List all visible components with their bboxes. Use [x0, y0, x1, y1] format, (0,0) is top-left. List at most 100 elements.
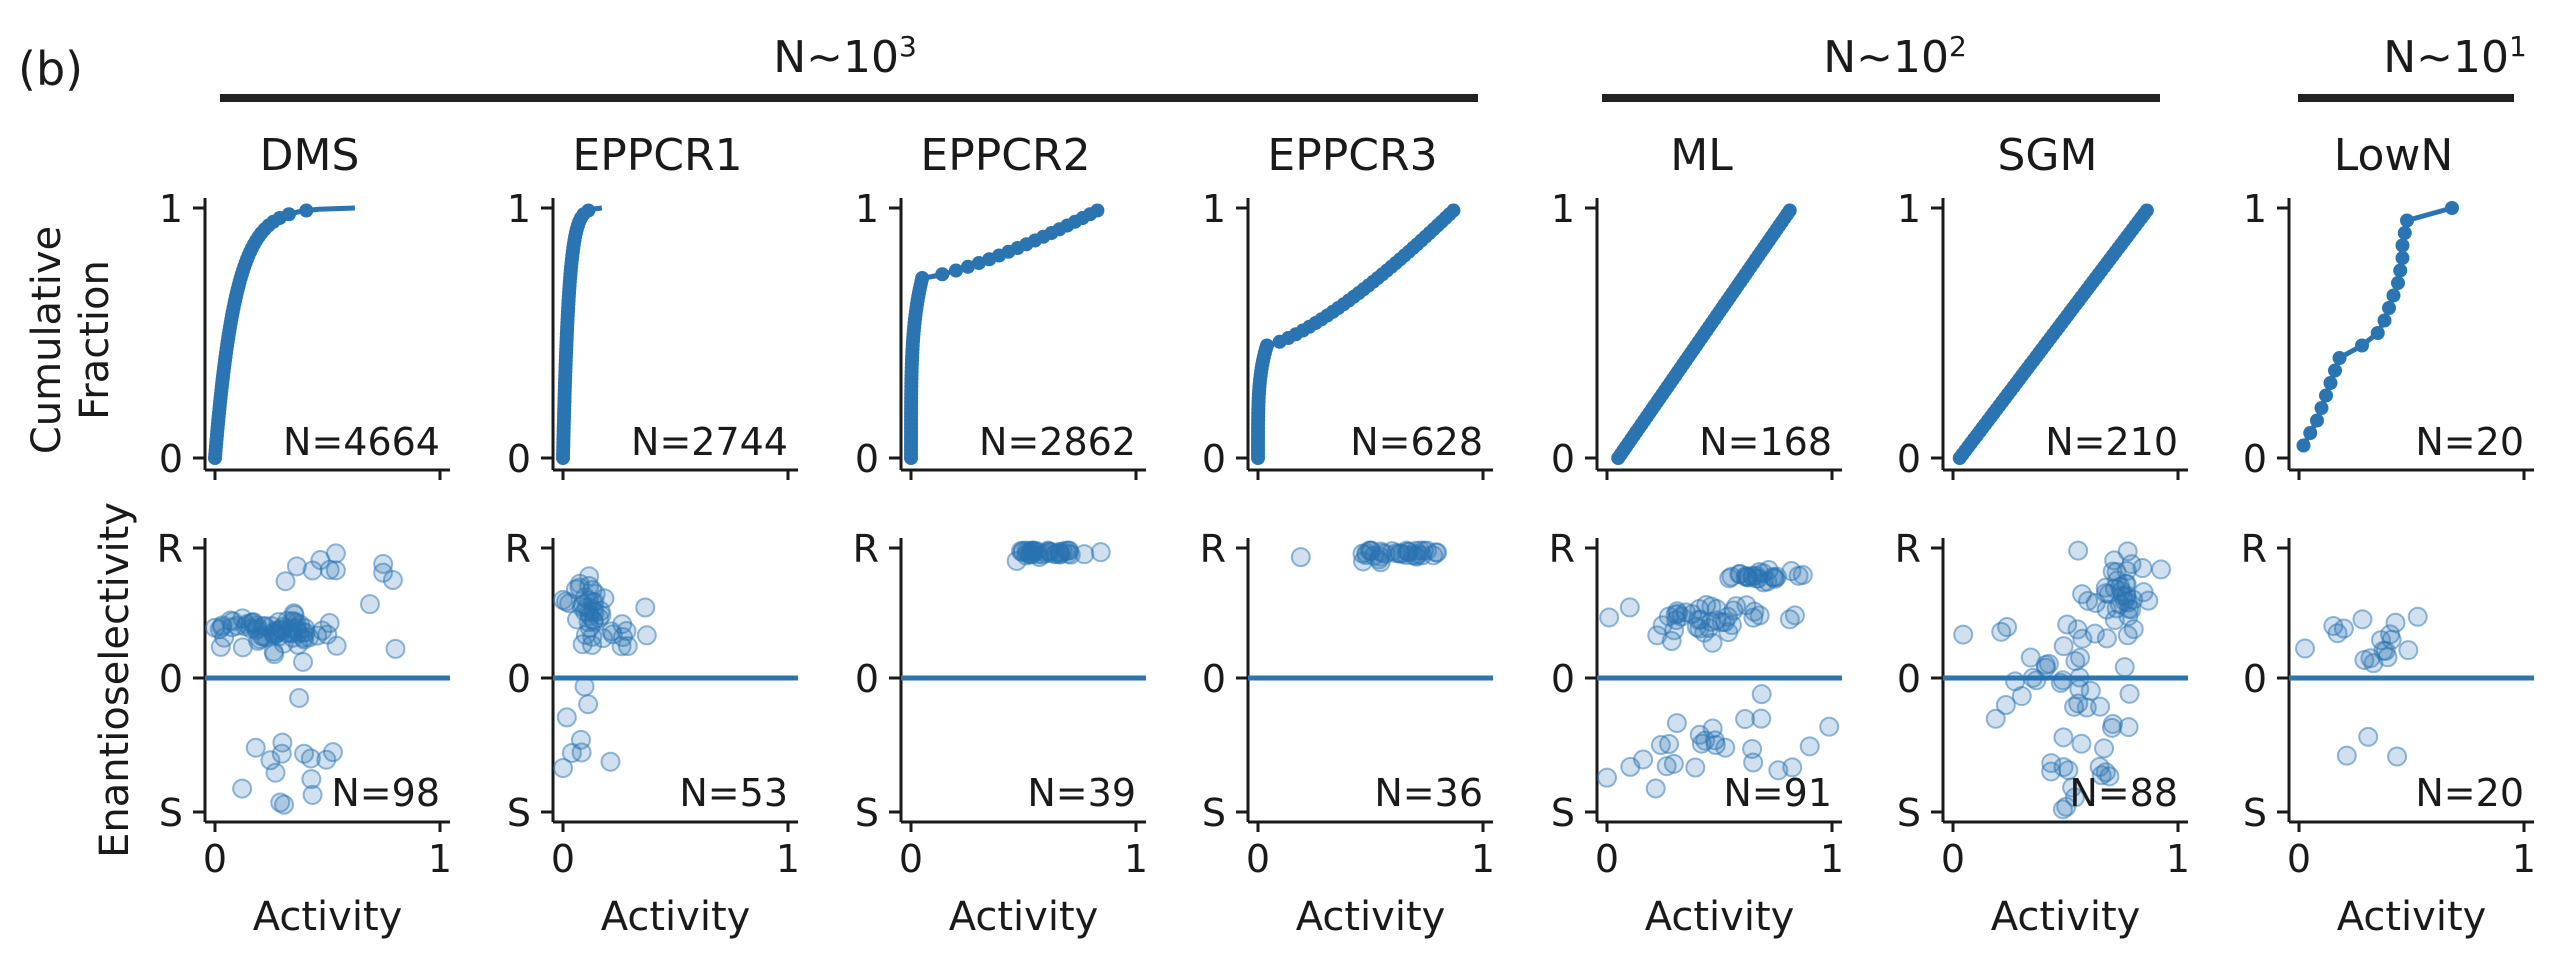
- cdf-point: [2328, 363, 2342, 378]
- y-tick-label: 1: [2243, 187, 2267, 231]
- scatter-point: [2094, 738, 2115, 759]
- cdf-point: [2382, 301, 2396, 315]
- scatter-point: [2038, 653, 2059, 674]
- x-axis-label: Activity: [2337, 894, 2487, 940]
- scatter-point: [578, 694, 599, 715]
- cdf-point: [2303, 426, 2318, 440]
- y-tick-label: 0: [1551, 657, 1575, 701]
- panel-label: (b): [18, 42, 83, 96]
- scatter-point: [575, 625, 596, 646]
- y-tick-label: R: [1895, 527, 1921, 571]
- group-label: N~102: [1823, 30, 1967, 83]
- scatter-point: [1645, 778, 1666, 799]
- cdf-count: N=4664: [283, 420, 440, 464]
- scatter-point: [2072, 628, 2093, 649]
- scatter-point: [2041, 753, 2062, 774]
- scatter-point: [1353, 551, 1374, 572]
- scatter-point: [2132, 558, 2153, 579]
- group-label: N~103: [773, 30, 917, 83]
- x-tick-label: 1: [1471, 837, 1495, 881]
- scatter-point: [286, 556, 307, 577]
- scatter-point: [602, 624, 623, 645]
- scatter-point: [260, 750, 281, 771]
- scatter-count: N=88: [2069, 771, 2178, 815]
- y-tick-label: 0: [159, 657, 183, 701]
- scatter-point: [2371, 630, 2392, 651]
- scatter-point: [1742, 738, 1763, 759]
- scatter-point: [1953, 624, 1974, 645]
- cdf-point: [2400, 213, 2414, 228]
- y-tick-label: R: [1549, 527, 1575, 571]
- scatter-point: [1729, 564, 1750, 585]
- scatter-count: N=53: [679, 771, 788, 815]
- cdf-count: N=2744: [631, 420, 788, 464]
- scatter-point: [569, 573, 590, 594]
- scatter-point: [232, 637, 253, 658]
- y-tick-label: S: [507, 791, 531, 835]
- scatter-point: [2358, 726, 2379, 747]
- y-tick-label: 1: [855, 187, 879, 231]
- scatter-point: [385, 638, 406, 659]
- x-axis-label: Activity: [253, 894, 403, 940]
- scatter-point: [325, 560, 346, 581]
- y-tick-label: 1: [159, 187, 183, 231]
- scatter-point: [1633, 749, 1654, 770]
- scatter-point: [1702, 718, 1723, 739]
- cdf-point: [2355, 338, 2369, 353]
- panels: CumulativeFraction Enantioselectivity DMS 0…: [24, 130, 2536, 940]
- scatter-point: [2336, 745, 2357, 766]
- scatter-point: [1784, 605, 1805, 626]
- y-tick-label: 0: [1897, 657, 1921, 701]
- panel-title: LowN: [2334, 130, 2454, 181]
- x-tick-label: 0: [1246, 837, 1270, 881]
- cdf-point: [2445, 201, 2459, 215]
- scatter-point: [2053, 636, 2074, 657]
- scatter-point: [2011, 686, 2032, 707]
- cdf-point: [2139, 203, 2154, 218]
- scatter-point: [245, 737, 266, 758]
- ylabel-top: CumulativeFraction: [24, 226, 118, 454]
- scatter-point: [2117, 625, 2138, 646]
- x-tick-label: 0: [203, 837, 227, 881]
- y-tick-label: R: [2241, 527, 2267, 571]
- cdf-point: [1260, 338, 1274, 353]
- scatter-point: [1985, 708, 2006, 729]
- scatter-point: [325, 543, 346, 564]
- scatter-count: N=20: [2415, 771, 2524, 815]
- scatter-point: [1799, 736, 1820, 757]
- scatter-point: [2352, 609, 2373, 630]
- cdf-count: N=210: [2045, 420, 2178, 464]
- x-tick-label: 1: [776, 837, 800, 881]
- x-axis-label: Activity: [1296, 894, 1446, 940]
- scatter-point: [1735, 709, 1756, 730]
- x-tick-label: 0: [551, 837, 575, 881]
- scatter-point: [2068, 540, 2089, 561]
- scatter-point: [293, 651, 314, 672]
- scatter-point: [299, 627, 320, 648]
- scatter-point: [289, 687, 310, 708]
- y-tick-label: 1: [1202, 187, 1226, 231]
- panel-title: EPPCR1: [572, 130, 742, 181]
- y-tick-label: S: [1202, 791, 1226, 835]
- scatter-point: [2116, 573, 2137, 594]
- scatter-point: [2133, 582, 2154, 603]
- x-tick-label: 1: [2166, 837, 2190, 881]
- scatter-point: [272, 732, 293, 753]
- scatter-point: [283, 603, 304, 624]
- scatter-point: [232, 778, 253, 799]
- y-tick-label: 0: [1202, 657, 1226, 701]
- cdf-point: [581, 203, 596, 218]
- scatter-point: [553, 758, 573, 779]
- scatter-point: [1997, 617, 2018, 638]
- y-tick-label: 0: [2243, 437, 2267, 481]
- x-tick-label: 0: [899, 837, 923, 881]
- scatter-point: [382, 569, 403, 590]
- scatter-point: [2069, 679, 2090, 700]
- x-tick-label: 0: [1595, 837, 1619, 881]
- scatter-point: [635, 597, 656, 618]
- scatter-point: [1656, 756, 1677, 777]
